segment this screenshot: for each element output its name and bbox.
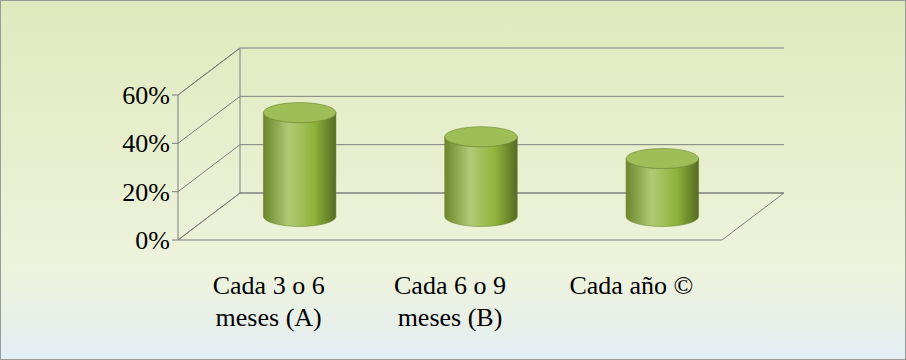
bar-top <box>445 127 518 147</box>
tick-mark <box>172 95 178 96</box>
background <box>1 1 906 360</box>
tick-label: 20% <box>122 178 170 207</box>
label-line: meses (A) <box>216 303 322 332</box>
tick-label: 0% <box>135 226 170 255</box>
bar-top <box>626 149 699 169</box>
tick-mark <box>172 143 178 144</box>
tick-label: 40% <box>122 129 170 158</box>
back-wall-edge <box>240 48 241 193</box>
label-line: Cada 6 o 9 <box>394 271 506 300</box>
bar-top <box>263 103 336 123</box>
label-line: meses (B) <box>398 303 503 332</box>
label-line: Cada 3 o 6 <box>213 271 325 300</box>
bar <box>263 113 336 227</box>
bar <box>445 137 518 227</box>
tick-mark <box>172 191 178 192</box>
y-axis <box>178 95 179 240</box>
tick-mark <box>172 240 178 241</box>
label-line: Cada año © <box>569 271 693 300</box>
bars <box>263 103 698 227</box>
category-label: Cada 3 o 6 meses (A) <box>213 271 325 332</box>
tick-label: 60% <box>122 81 170 110</box>
chart: 0% 20% 40% 60% Cada 3 o 6 meses (A) Cada 6 o 9… <box>0 0 906 360</box>
category-label: Cada 6 o 9 meses (B) <box>394 271 506 332</box>
grid-line <box>178 48 784 95</box>
category-label: Cada año © <box>569 271 693 300</box>
